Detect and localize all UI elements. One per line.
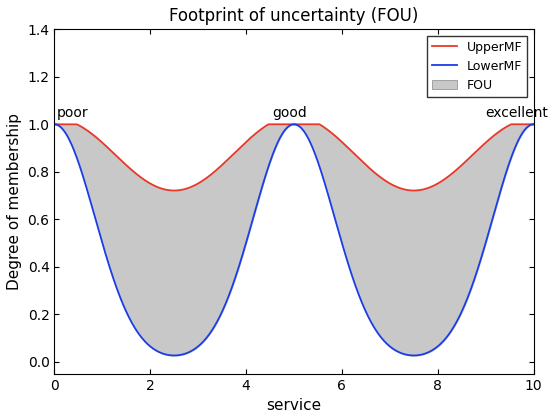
Text: excellent: excellent bbox=[486, 105, 549, 120]
Y-axis label: Degree of membership: Degree of membership bbox=[7, 113, 22, 290]
Title: Footprint of uncertainty (FOU): Footprint of uncertainty (FOU) bbox=[169, 7, 419, 25]
Text: poor: poor bbox=[57, 105, 88, 120]
Legend: UpperMF, LowerMF, FOU: UpperMF, LowerMF, FOU bbox=[427, 36, 528, 97]
Text: good: good bbox=[272, 105, 307, 120]
X-axis label: service: service bbox=[267, 398, 321, 413]
